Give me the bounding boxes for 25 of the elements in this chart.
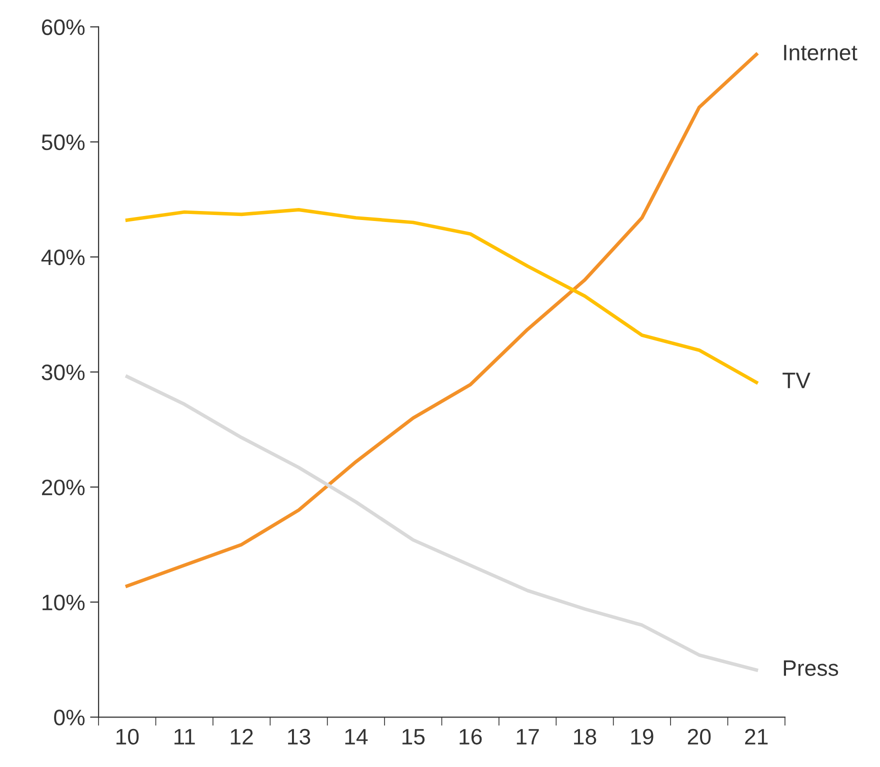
series-label: Press (784, 660, 838, 676)
x-tick-label: 19 (631, 728, 654, 745)
x-tick-label: 17 (516, 729, 539, 744)
x-tick-label: 20 (688, 728, 711, 745)
y-tick-label: 30% (42, 364, 85, 380)
x-tick-label: 16 (460, 728, 482, 745)
line-series (125, 52, 758, 588)
line-series (125, 374, 758, 672)
y-tick-label: 50% (42, 134, 85, 150)
line-series (125, 208, 758, 384)
x-tick-label: 18 (574, 728, 596, 745)
series-label: Internet (784, 44, 858, 60)
x-tick-label: 21 (745, 728, 768, 744)
x-tick-label: 12 (230, 728, 253, 744)
y-tick-label: 40% (41, 249, 85, 266)
x-tick-label: 13 (288, 728, 310, 745)
y-tick-label: 10% (42, 594, 85, 610)
y-tick-label: 60% (42, 19, 85, 36)
x-tick-label: 15 (402, 729, 425, 745)
x-tick-label: 14 (345, 729, 368, 744)
y-tick-label: 20% (42, 480, 85, 496)
series-label: TV (782, 372, 810, 388)
x-tick-label: 10 (116, 728, 139, 745)
x-tick-label: 11 (174, 729, 195, 744)
y-tick-label: 0% (54, 710, 85, 726)
